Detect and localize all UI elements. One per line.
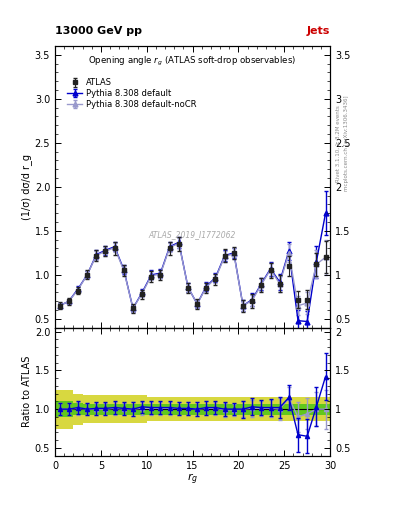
Text: ATLAS_2019_I1772062: ATLAS_2019_I1772062: [149, 230, 236, 239]
Y-axis label: (1/σ) dσ/d r_g: (1/σ) dσ/d r_g: [21, 154, 32, 220]
X-axis label: $r_g$: $r_g$: [187, 472, 198, 487]
Text: Rivet 3.1.10, ≥ 3.2M events: Rivet 3.1.10, ≥ 3.2M events: [336, 105, 341, 182]
Text: Opening angle $r_g$ (ATLAS soft-drop observables): Opening angle $r_g$ (ATLAS soft-drop obs…: [88, 55, 297, 68]
Text: mcplots.cern.ch [arXiv:1306.3436]: mcplots.cern.ch [arXiv:1306.3436]: [344, 96, 349, 191]
Text: Jets: Jets: [307, 26, 330, 36]
Legend: ATLAS, Pythia 8.308 default, Pythia 8.308 default-noCR: ATLAS, Pythia 8.308 default, Pythia 8.30…: [68, 78, 196, 109]
Text: 13000 GeV pp: 13000 GeV pp: [55, 26, 142, 36]
Y-axis label: Ratio to ATLAS: Ratio to ATLAS: [22, 356, 32, 428]
